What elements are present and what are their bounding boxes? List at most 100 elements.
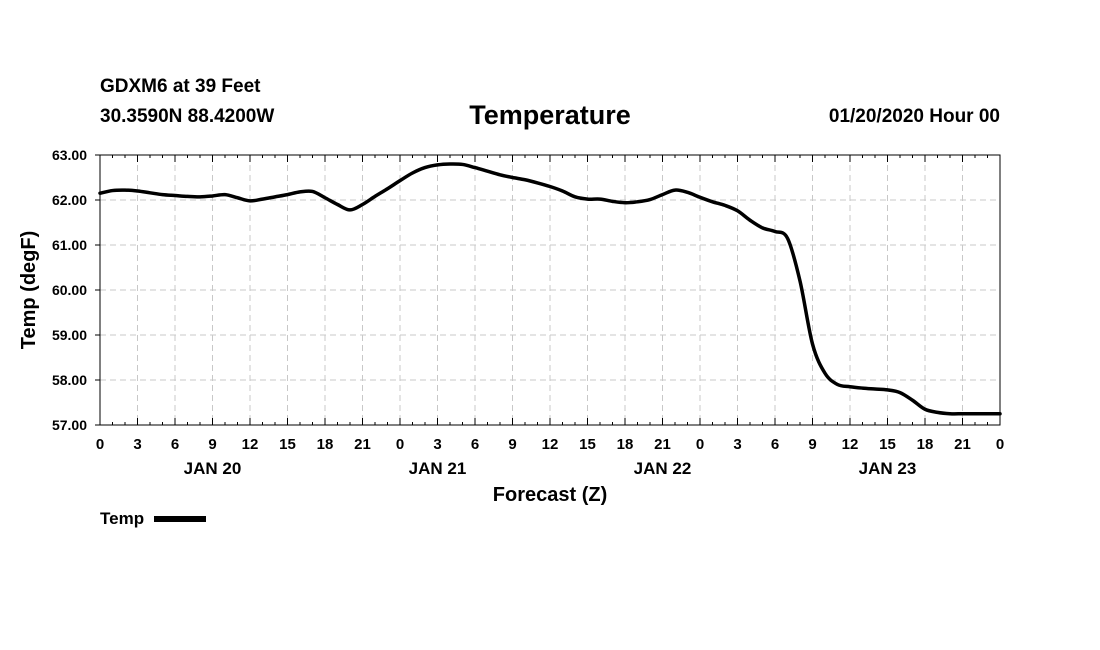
data-point	[186, 195, 189, 197]
data-point	[336, 203, 339, 206]
data-point	[661, 194, 664, 196]
data-point	[174, 194, 176, 197]
x-tick-label: 6	[771, 436, 779, 453]
y-tick-label: 62.00	[52, 192, 87, 208]
station-label: GDXM6 at 39 Feet	[100, 76, 261, 97]
data-point	[936, 411, 939, 413]
data-point	[411, 172, 414, 174]
data-point	[824, 372, 826, 374]
data-point	[586, 198, 589, 200]
legend: Temp	[100, 509, 207, 529]
data-point	[674, 189, 676, 191]
data-point	[349, 209, 351, 211]
x-tick-label: 3	[733, 436, 741, 453]
data-point	[599, 198, 601, 200]
data-point	[299, 191, 301, 193]
data-point	[286, 194, 289, 196]
data-point	[961, 413, 964, 415]
y-tick-label: 57.00	[52, 417, 87, 433]
data-point	[361, 203, 364, 206]
data-point	[736, 210, 739, 212]
x-tick-label: 6	[171, 436, 179, 453]
data-point	[511, 176, 514, 179]
data-point	[386, 188, 389, 190]
data-point	[486, 170, 489, 172]
day-label: JAN 23	[859, 459, 917, 478]
ticks-layer	[95, 154, 1001, 426]
data-point	[199, 196, 201, 198]
data-point	[774, 230, 776, 233]
x-tick-label: 0	[696, 436, 704, 453]
x-tick-label: 3	[433, 436, 441, 453]
data-point	[761, 227, 764, 229]
legend-label: Temp	[100, 509, 145, 528]
data-point	[474, 167, 476, 169]
data-point	[699, 196, 701, 198]
data-point	[974, 413, 976, 415]
data-point	[436, 164, 439, 166]
x-tick-label: 3	[133, 436, 141, 453]
data-point	[636, 201, 639, 203]
data-point	[711, 201, 714, 203]
data-point	[786, 237, 789, 239]
data-point	[874, 388, 876, 390]
data-point	[536, 182, 539, 184]
x-tick-label: 21	[354, 436, 371, 453]
x-tick-label: 18	[317, 436, 334, 453]
data-point	[624, 202, 626, 204]
data-point	[686, 191, 689, 193]
data-point	[999, 413, 1001, 415]
y-tick-label: 61.00	[52, 237, 87, 253]
day-label: JAN 22	[634, 459, 692, 478]
x-tick-label: 15	[279, 436, 296, 453]
data-point	[211, 195, 214, 197]
data-point	[99, 192, 101, 194]
data-point	[986, 413, 989, 415]
x-tick-label: 12	[842, 436, 859, 453]
data-point	[561, 190, 564, 192]
data-point	[249, 200, 251, 202]
series-layer	[98, 162, 1002, 416]
y-axis-title: Temp (degF)	[18, 231, 40, 350]
data-point	[611, 200, 614, 202]
data-point	[886, 389, 889, 391]
x-tick-label: 9	[808, 436, 816, 453]
data-point	[811, 343, 814, 345]
x-tick-label: 0	[96, 436, 104, 453]
data-point	[374, 195, 376, 197]
data-point	[149, 192, 151, 194]
data-point	[924, 408, 926, 410]
data-point	[424, 167, 426, 169]
data-point	[161, 194, 164, 196]
x-tick-label: 0	[396, 436, 404, 453]
data-point	[236, 197, 239, 199]
data-point	[861, 387, 864, 389]
data-point	[324, 197, 326, 199]
data-point	[261, 198, 264, 200]
x-tick-label: 15	[579, 436, 596, 453]
data-point	[311, 190, 314, 193]
data-point	[749, 219, 751, 221]
x-tick-label: 9	[208, 436, 216, 453]
data-point	[111, 189, 114, 192]
data-point	[399, 180, 401, 182]
x-tick-label: 21	[654, 436, 671, 453]
y-tick-label: 60.00	[52, 282, 87, 298]
grid-layer	[100, 155, 1000, 425]
day-label: JAN 20	[184, 459, 242, 478]
x-tick-label: 9	[508, 436, 516, 453]
data-point	[274, 196, 276, 198]
data-point	[911, 399, 914, 401]
x-tick-label: 12	[242, 436, 259, 453]
x-tick-label: 0	[996, 436, 1004, 453]
data-point	[724, 204, 726, 206]
y-tick-label: 58.00	[52, 372, 87, 388]
data-point	[524, 179, 526, 181]
x-tick-label: 21	[954, 436, 971, 453]
x-axis-title: Forecast (Z)	[493, 484, 607, 506]
data-point	[949, 413, 951, 415]
data-point	[799, 280, 801, 282]
data-point	[449, 163, 451, 165]
data-point	[499, 174, 501, 176]
